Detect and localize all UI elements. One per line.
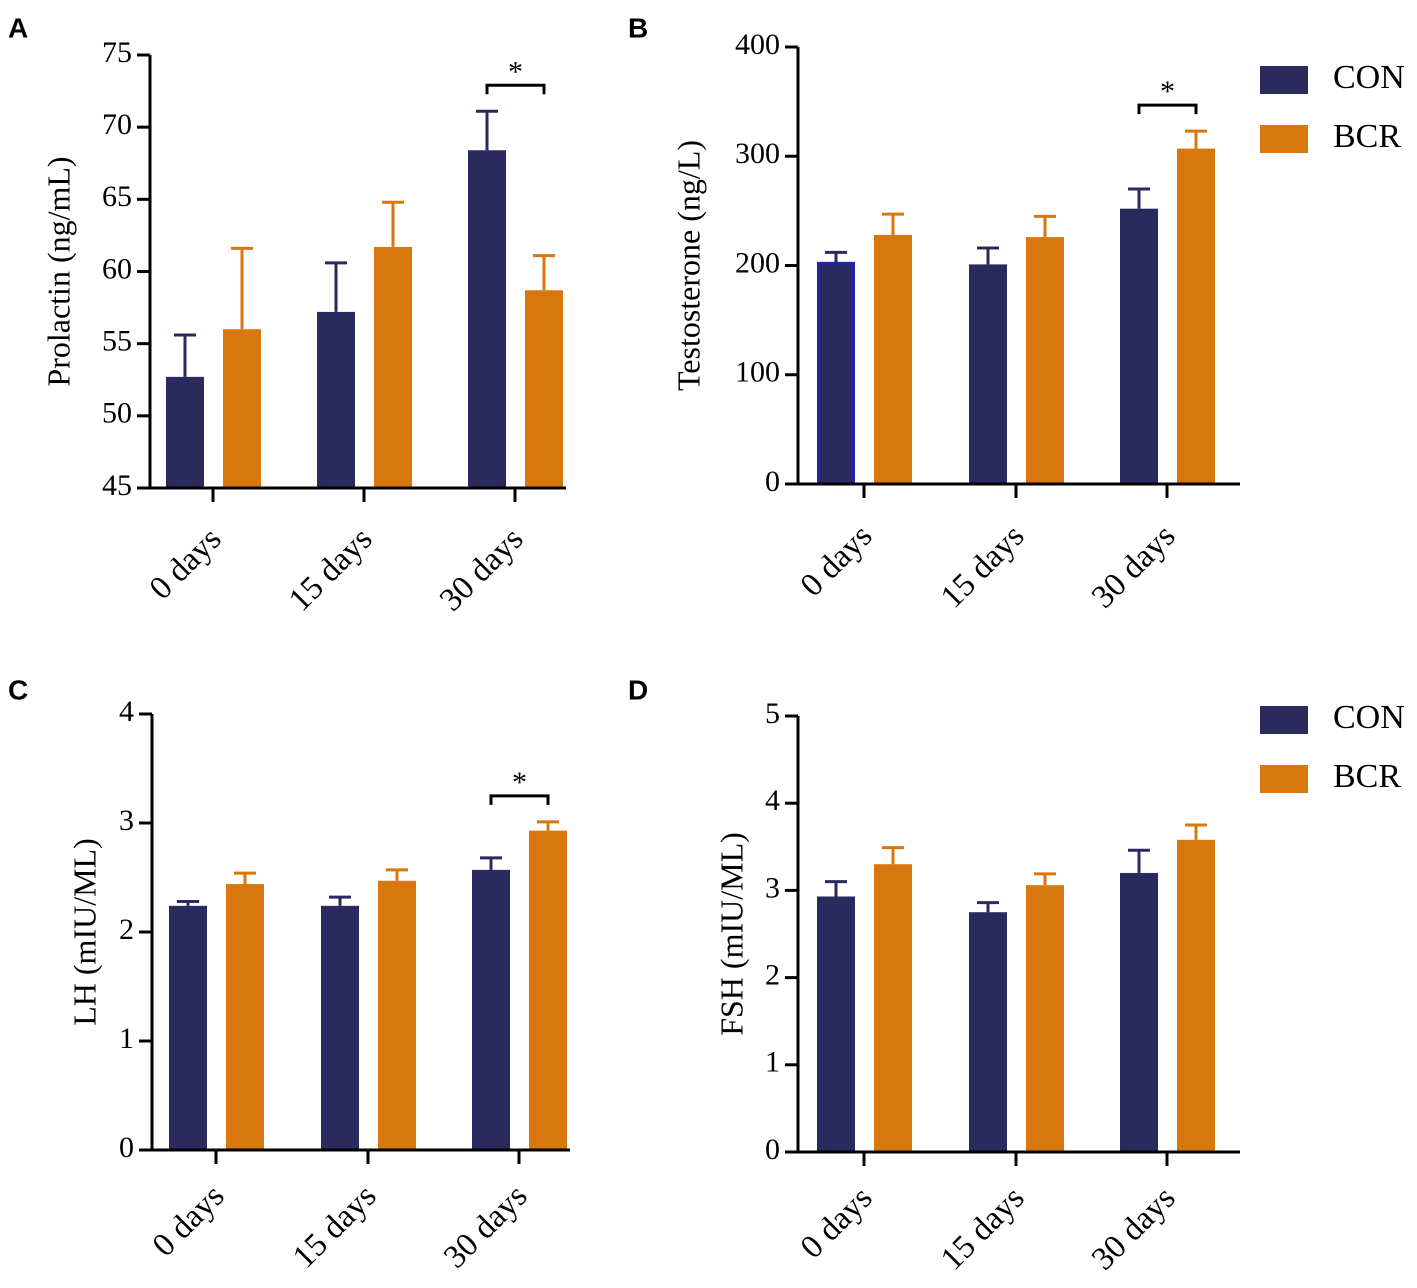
- bar-con: [817, 261, 855, 486]
- x-category-label: 30 days: [1085, 1180, 1182, 1277]
- y-tick-label: 3: [765, 871, 780, 904]
- legend-swatch-bcr: [1260, 125, 1308, 153]
- x-category-label: 15 days: [286, 1178, 383, 1275]
- chart-panel-d: D 0 1 2 3 4 5 0 days 15 days 30 days FSH (mIU/ML) C…: [628, 674, 1405, 1277]
- y-tick-label: 0: [765, 465, 780, 498]
- y-tick-label: 55: [102, 325, 132, 358]
- legend-label-con: CON: [1333, 699, 1405, 736]
- y-tick-label: 3: [119, 804, 134, 837]
- bar-con: [1120, 872, 1158, 1152]
- legend-label-con: CON: [1333, 59, 1405, 96]
- bar-con: [969, 912, 1007, 1152]
- bar-bcr: [226, 884, 264, 1150]
- y-tick-label: 45: [102, 469, 132, 502]
- bar-con: [317, 311, 355, 488]
- y-tick-label: 100: [735, 356, 780, 389]
- bar-con: [1120, 208, 1158, 484]
- bar-con: [817, 896, 855, 1152]
- x-category-label: 0 days: [143, 521, 229, 607]
- y-tick-label: 4: [765, 784, 780, 817]
- y-axis-title: Prolactin (ng/mL): [40, 156, 76, 386]
- bar-con: [169, 905, 207, 1150]
- y-tick-label: 200: [735, 246, 780, 279]
- x-category-label: 15 days: [934, 1180, 1031, 1277]
- y-tick-label: 4: [119, 695, 134, 728]
- legend-swatch-con: [1260, 66, 1308, 94]
- bar-bcr: [223, 329, 261, 488]
- significance-bracket: [1137, 103, 1198, 115]
- y-tick-label: 1: [119, 1022, 134, 1055]
- bar-bcr: [525, 290, 563, 488]
- y-axis-title: FSH (mIU/ML): [713, 832, 749, 1036]
- y-tick-label: 0: [119, 1131, 134, 1164]
- y-tick-label: 2: [119, 913, 134, 946]
- legend-swatch-bcr: [1260, 765, 1308, 793]
- bar-bcr: [874, 234, 912, 484]
- bar-bcr: [874, 864, 912, 1152]
- y-tick-label: 60: [102, 252, 132, 285]
- y-tick-label: 0: [765, 1133, 780, 1166]
- panel-label: C: [8, 674, 28, 705]
- x-category-label: 0 days: [794, 1180, 880, 1266]
- bar-bcr: [529, 830, 567, 1150]
- x-category-label: 0 days: [794, 518, 880, 604]
- significance-bracket: [489, 794, 550, 805]
- significance-marker: *: [1160, 75, 1175, 108]
- panel-label: D: [628, 674, 648, 705]
- bar-con: [969, 264, 1007, 484]
- y-tick-label: 65: [102, 180, 132, 213]
- bar-bcr: [1177, 839, 1215, 1152]
- y-tick-label: 50: [102, 397, 132, 430]
- legend-label-bcr: BCR: [1333, 118, 1401, 155]
- bar-bcr: [1026, 885, 1064, 1152]
- y-tick-label: 400: [735, 28, 780, 61]
- y-tick-label: 5: [765, 697, 780, 730]
- bar-con: [166, 376, 204, 488]
- significance-bracket: [485, 83, 546, 95]
- y-tick-label: 75: [102, 36, 132, 69]
- x-category-label: 15 days: [934, 518, 1031, 615]
- panel-label: B: [628, 12, 648, 43]
- y-tick-label: 70: [102, 108, 132, 141]
- legend: CON BCR: [1260, 59, 1405, 155]
- legend-swatch-con: [1260, 706, 1308, 734]
- y-axis-title: Testosterone (ng/L): [670, 140, 706, 391]
- y-tick-label: 2: [765, 958, 780, 991]
- significance-marker: *: [508, 55, 523, 88]
- y-tick-label: 300: [735, 137, 780, 170]
- x-category-label: 30 days: [437, 1178, 534, 1275]
- legend-label-bcr: BCR: [1333, 758, 1401, 795]
- y-axis-title: LH (mIU/ML): [66, 838, 102, 1026]
- panel-label: A: [8, 12, 28, 43]
- bar-con: [472, 869, 510, 1150]
- bar-bcr: [378, 880, 416, 1150]
- significance-marker: *: [512, 766, 527, 799]
- bar-con: [321, 905, 359, 1150]
- chart-panel-c: C 0 1 2 3 4 0 days 15 days 30 days LH (mIU/ML) *: [8, 674, 570, 1275]
- chart-panel-b: B 0 100 200 300 400 0 days 15 days 30 days Testos…: [628, 12, 1405, 615]
- bar-bcr: [1177, 148, 1215, 485]
- x-category-label: 15 days: [282, 521, 379, 618]
- y-tick-label: 1: [765, 1046, 780, 1079]
- bar-bcr: [1026, 237, 1064, 484]
- x-category-label: 0 days: [146, 1178, 232, 1264]
- legend: CON BCR: [1260, 699, 1405, 795]
- x-category-label: 30 days: [1085, 518, 1182, 615]
- bar-con: [468, 150, 506, 488]
- bar-bcr: [374, 246, 412, 488]
- chart-panel-a: A 45 50 55 60 65 70 75 0 days 15 days 30 days Prola…: [8, 12, 566, 618]
- x-category-label: 30 days: [433, 521, 530, 618]
